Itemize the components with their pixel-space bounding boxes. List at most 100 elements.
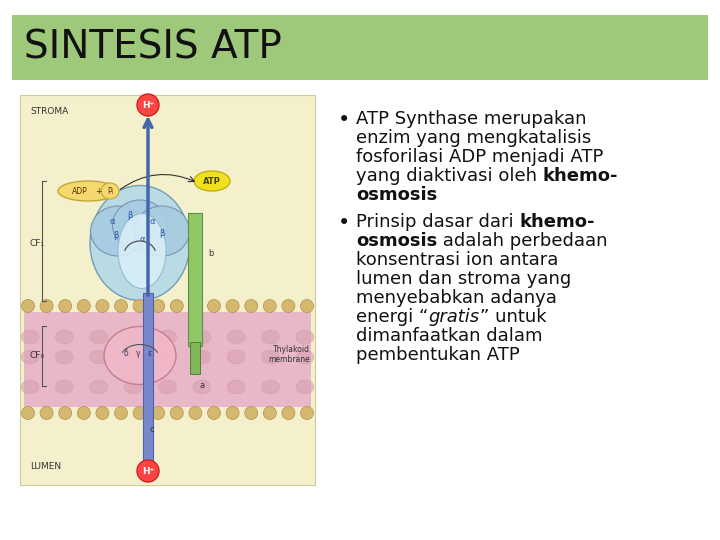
Text: ε: ε — [148, 349, 152, 358]
Text: menyebabkan adanya: menyebabkan adanya — [356, 289, 557, 307]
Ellipse shape — [101, 183, 119, 199]
Text: konsentrasi ion antara: konsentrasi ion antara — [356, 251, 559, 269]
Ellipse shape — [261, 330, 279, 344]
Circle shape — [77, 300, 90, 313]
Ellipse shape — [296, 380, 314, 394]
Circle shape — [226, 300, 239, 313]
Circle shape — [300, 300, 313, 313]
Text: SINTESIS ATP: SINTESIS ATP — [24, 29, 282, 66]
Ellipse shape — [112, 200, 168, 250]
Circle shape — [77, 407, 90, 420]
Ellipse shape — [158, 350, 176, 364]
Text: Pᵢ: Pᵢ — [107, 186, 113, 195]
Circle shape — [114, 407, 127, 420]
Text: STROMA: STROMA — [30, 107, 68, 116]
Circle shape — [114, 300, 127, 313]
Ellipse shape — [228, 380, 246, 394]
Ellipse shape — [193, 380, 211, 394]
FancyBboxPatch shape — [20, 95, 315, 485]
Ellipse shape — [158, 330, 176, 344]
Ellipse shape — [124, 380, 142, 394]
Text: osmosis: osmosis — [356, 232, 437, 250]
Text: osmosis: osmosis — [356, 186, 437, 204]
Text: β: β — [127, 211, 132, 219]
Circle shape — [133, 407, 146, 420]
Ellipse shape — [21, 380, 39, 394]
Ellipse shape — [90, 186, 190, 300]
Text: pembentukan ATP: pembentukan ATP — [356, 346, 520, 364]
Circle shape — [282, 300, 295, 313]
Circle shape — [96, 300, 109, 313]
Circle shape — [22, 407, 35, 420]
Text: CF₁: CF₁ — [30, 239, 45, 247]
Text: gratis: gratis — [428, 308, 480, 326]
Circle shape — [59, 300, 72, 313]
Circle shape — [96, 407, 109, 420]
Ellipse shape — [58, 181, 118, 201]
Ellipse shape — [104, 327, 176, 384]
Text: khemo-: khemo- — [519, 213, 595, 231]
Circle shape — [152, 407, 165, 420]
Text: adalah perbedaan: adalah perbedaan — [437, 232, 608, 250]
Text: α: α — [109, 217, 114, 226]
Ellipse shape — [124, 330, 142, 344]
FancyBboxPatch shape — [24, 312, 311, 407]
Ellipse shape — [90, 330, 108, 344]
Text: α: α — [139, 234, 145, 244]
Text: energi “: energi “ — [356, 308, 428, 326]
Text: δ: δ — [124, 349, 128, 358]
Text: yang diaktivasi oleh: yang diaktivasi oleh — [356, 167, 543, 185]
Ellipse shape — [55, 380, 73, 394]
Text: fosforilasi ADP menjadi ATP: fosforilasi ADP menjadi ATP — [356, 148, 603, 166]
Text: ” untuk: ” untuk — [480, 308, 546, 326]
Text: H⁺: H⁺ — [142, 100, 154, 110]
Circle shape — [133, 300, 146, 313]
Ellipse shape — [21, 330, 39, 344]
Circle shape — [300, 407, 313, 420]
Text: a: a — [199, 381, 204, 390]
Circle shape — [40, 407, 53, 420]
Circle shape — [40, 300, 53, 313]
Text: γ: γ — [136, 349, 140, 358]
Circle shape — [264, 300, 276, 313]
Text: ATP Synthase merupakan: ATP Synthase merupakan — [356, 110, 587, 128]
Ellipse shape — [55, 330, 73, 344]
Circle shape — [171, 407, 184, 420]
Text: enzim yang mengkatalisis: enzim yang mengkatalisis — [356, 129, 591, 147]
Text: Prinsip dasar dari: Prinsip dasar dari — [356, 213, 519, 231]
Text: c: c — [150, 426, 155, 435]
Circle shape — [171, 300, 184, 313]
Text: dimanfaatkan dalam: dimanfaatkan dalam — [356, 327, 542, 345]
Circle shape — [264, 407, 276, 420]
Circle shape — [226, 407, 239, 420]
Circle shape — [207, 300, 220, 313]
Ellipse shape — [91, 206, 145, 256]
Circle shape — [152, 300, 165, 313]
FancyBboxPatch shape — [12, 15, 708, 80]
Circle shape — [189, 300, 202, 313]
Ellipse shape — [158, 380, 176, 394]
Ellipse shape — [228, 330, 246, 344]
Text: •: • — [338, 110, 350, 130]
Circle shape — [189, 407, 202, 420]
Ellipse shape — [55, 350, 73, 364]
Ellipse shape — [228, 350, 246, 364]
Circle shape — [245, 300, 258, 313]
Ellipse shape — [193, 330, 211, 344]
Circle shape — [245, 407, 258, 420]
Ellipse shape — [118, 213, 166, 288]
Circle shape — [137, 460, 159, 482]
Ellipse shape — [296, 330, 314, 344]
Text: CF₀: CF₀ — [30, 351, 45, 360]
Ellipse shape — [90, 350, 108, 364]
Ellipse shape — [90, 380, 108, 394]
Circle shape — [137, 94, 159, 116]
Text: b: b — [208, 248, 213, 258]
Text: H⁺: H⁺ — [142, 467, 154, 476]
Polygon shape — [143, 293, 153, 463]
Ellipse shape — [21, 350, 39, 364]
Ellipse shape — [135, 206, 189, 256]
Text: Thylakoid
membrane: Thylakoid membrane — [269, 345, 310, 364]
Text: LUMEN: LUMEN — [30, 462, 61, 471]
Ellipse shape — [124, 350, 142, 364]
